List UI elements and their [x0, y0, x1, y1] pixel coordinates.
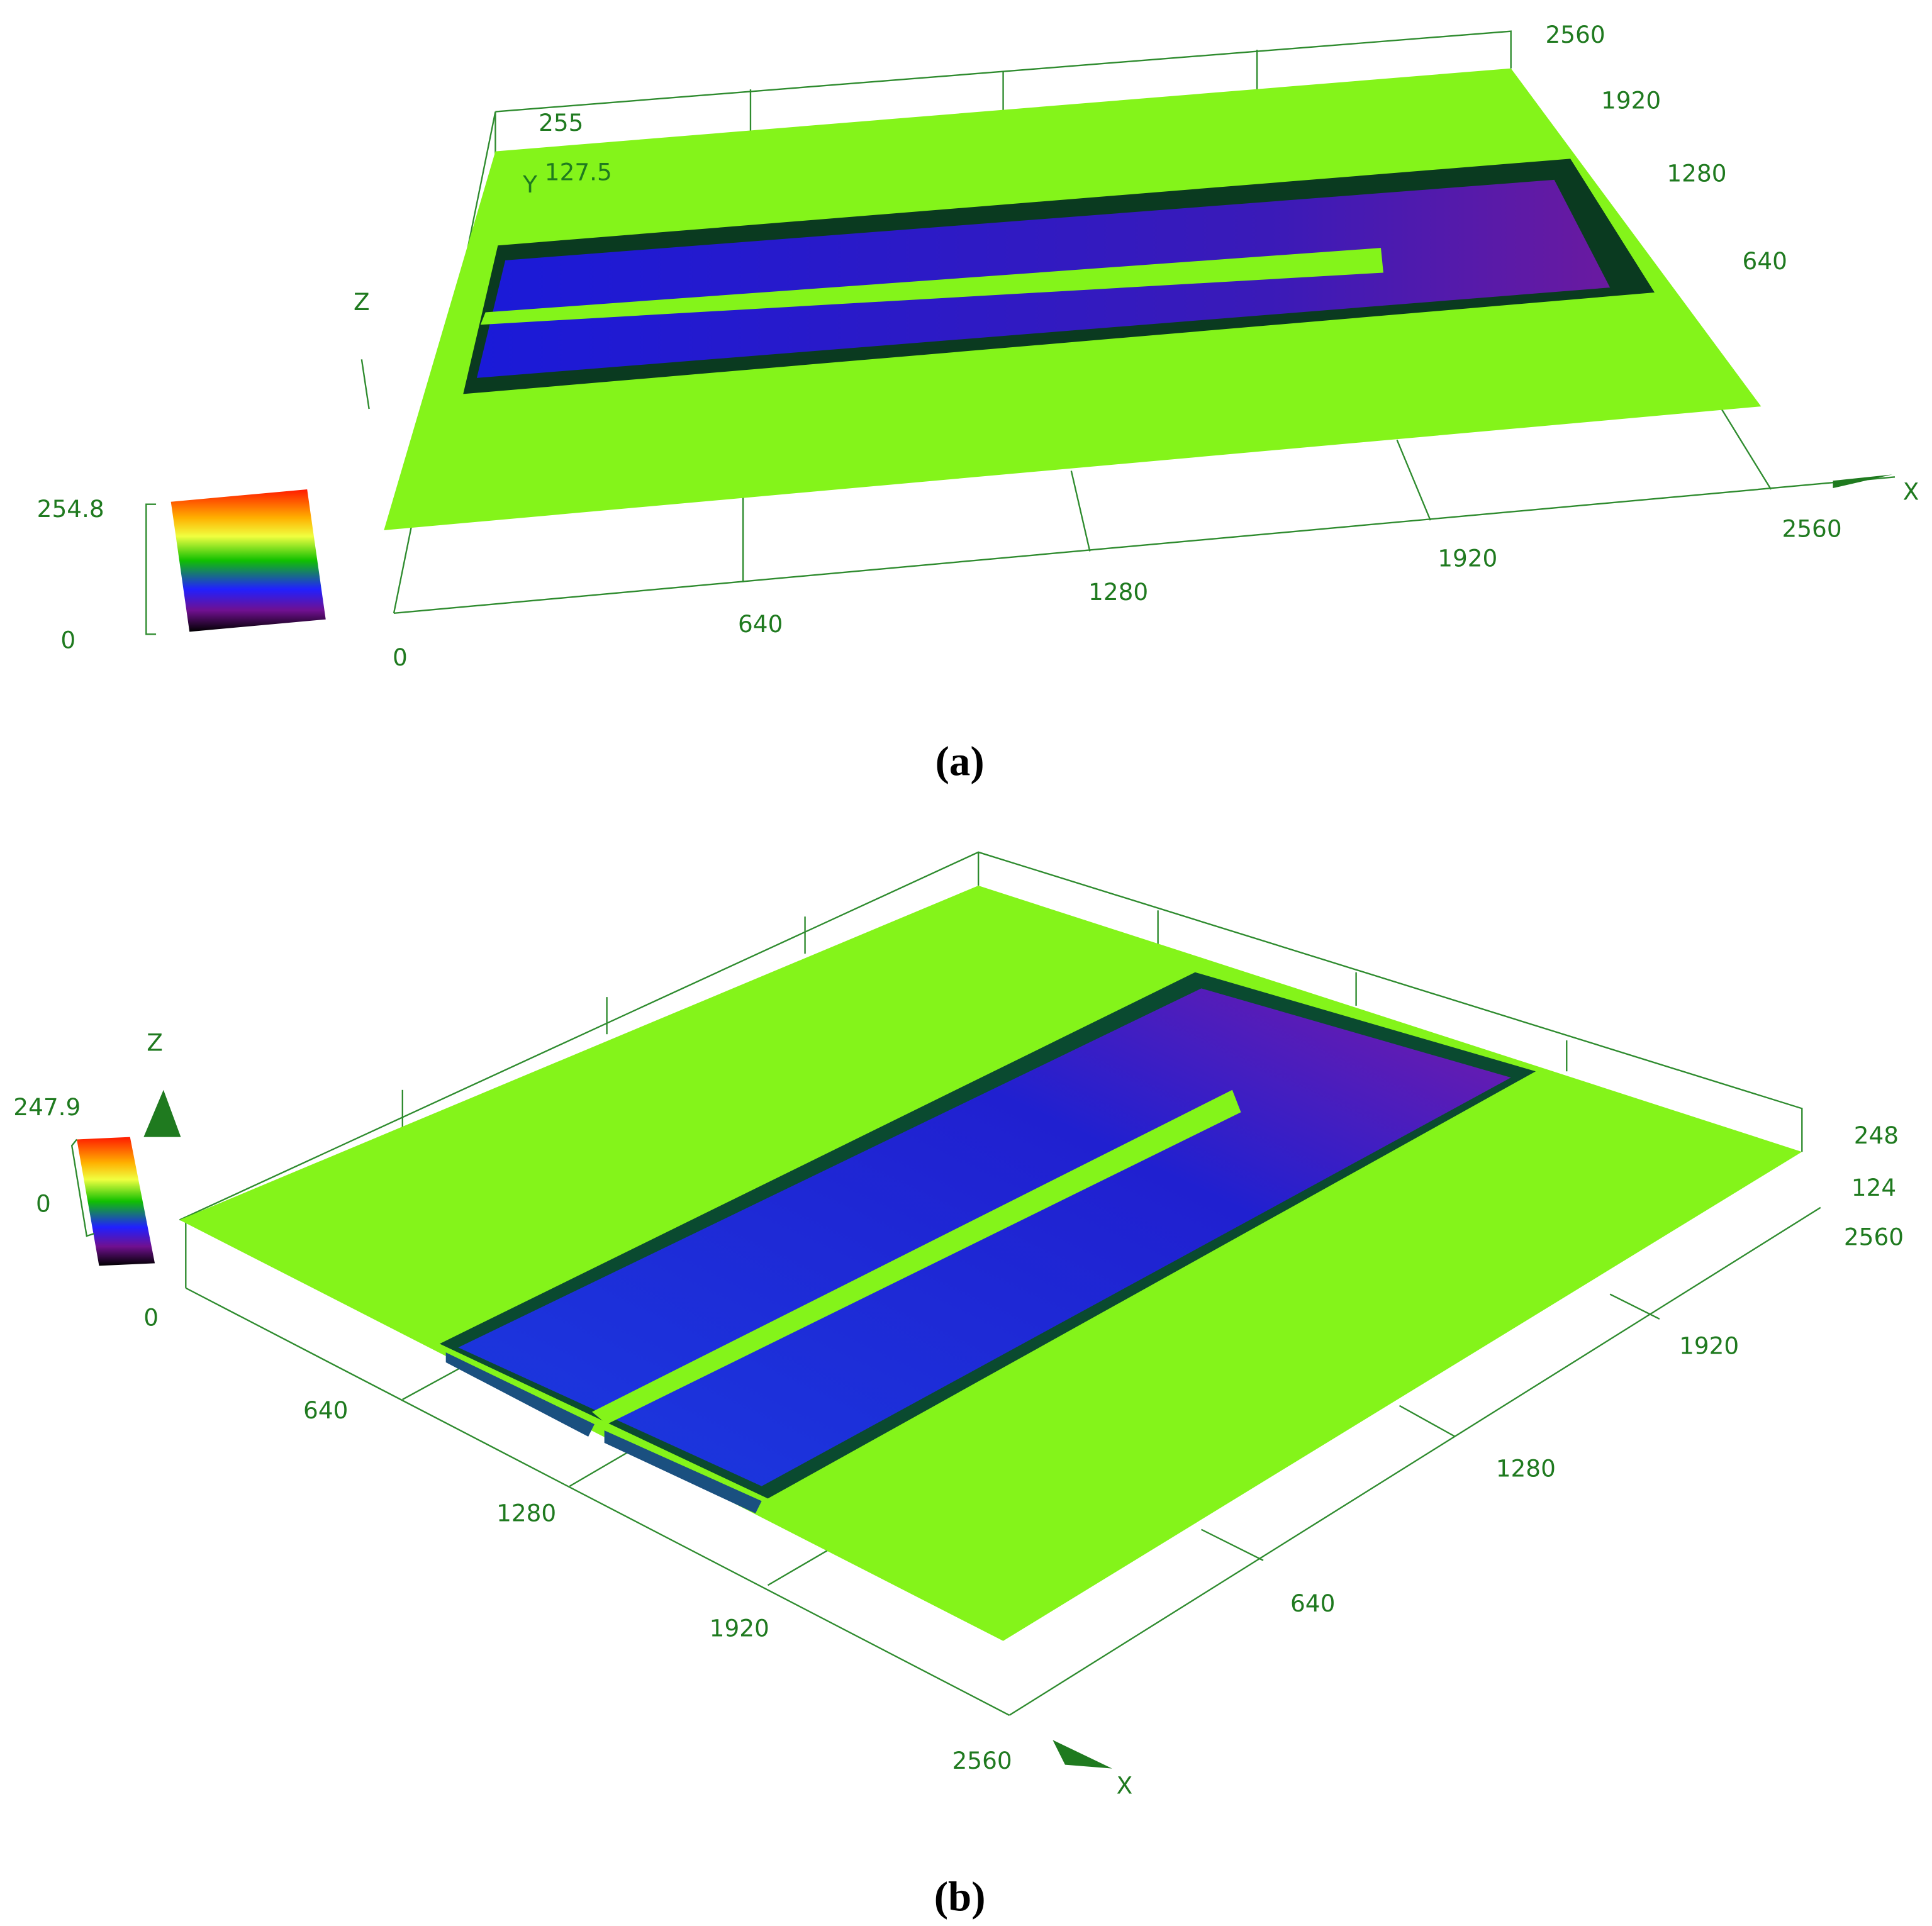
panel-caption: (a): [935, 738, 985, 784]
y-tick-label: 640: [1290, 1589, 1335, 1617]
x-tick-label: 2560: [1782, 515, 1841, 542]
z-tick-label: 124: [1851, 1174, 1896, 1201]
axis-name: Z: [147, 1028, 163, 1056]
x-tick-label: 0: [393, 643, 408, 671]
x-tick-label: 1920: [1438, 545, 1497, 572]
x-tick-label: 640: [738, 610, 783, 638]
z-tick-label: 248: [1854, 1122, 1899, 1149]
colorbar-min: 0: [60, 626, 75, 654]
y-tick-label: 1280: [1496, 1455, 1556, 1483]
colorbar-min: 0: [36, 1189, 51, 1217]
panel-a-surface: [145, 30, 1896, 635]
y-tick-label: 1280: [1667, 159, 1726, 187]
axis-name: X: [1117, 1772, 1133, 1800]
axis-name: Y: [522, 170, 537, 198]
axis-name: X: [1903, 477, 1919, 505]
colorbar-max: 247.9: [13, 1093, 81, 1121]
y-tick-label: 2560: [1545, 21, 1605, 48]
y-tick-label: 2560: [1844, 1223, 1904, 1251]
x-tick-label: 1280: [496, 1500, 556, 1527]
panel-caption: (b): [934, 1874, 986, 1920]
x-tick-label: 0: [143, 1303, 159, 1331]
y-tick-label: 1920: [1601, 86, 1661, 114]
z-tick-label: 255: [539, 109, 583, 136]
axis-name: Z: [354, 288, 370, 316]
y-tick-label: 640: [1743, 247, 1787, 275]
x-tick-label: 1280: [1088, 578, 1148, 606]
x-tick-label: 2560: [952, 1747, 1012, 1774]
z-tick-label: 127.5: [545, 159, 612, 186]
y-tick-label: 1920: [1679, 1332, 1739, 1360]
x-tick-label: 640: [303, 1396, 348, 1424]
panel-b-surface: [70, 851, 1821, 1769]
colorbar-max: 254.8: [37, 495, 104, 523]
x-tick-label: 1920: [710, 1615, 769, 1642]
